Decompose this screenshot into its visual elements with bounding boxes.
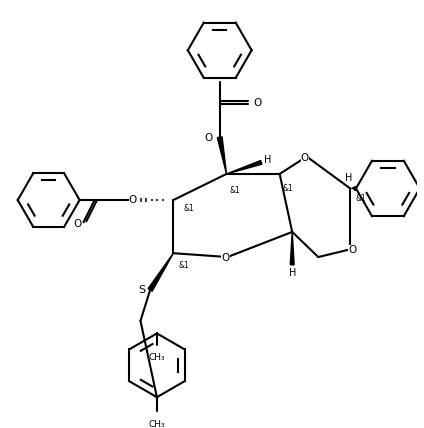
Text: &1: &1	[178, 261, 189, 270]
Text: &1: &1	[183, 204, 194, 213]
Text: O: O	[204, 133, 212, 143]
Polygon shape	[226, 160, 262, 174]
Text: &1: &1	[229, 186, 240, 195]
Text: S: S	[138, 285, 145, 295]
Text: H: H	[264, 155, 272, 165]
Text: O: O	[128, 195, 137, 205]
Polygon shape	[290, 232, 294, 265]
Text: O: O	[348, 245, 356, 255]
Polygon shape	[218, 137, 226, 174]
Text: &1: &1	[355, 194, 366, 203]
Text: H: H	[345, 173, 352, 183]
Text: O: O	[253, 98, 262, 108]
Text: O: O	[73, 219, 82, 229]
Text: CH₃: CH₃	[148, 353, 165, 362]
Text: &1: &1	[282, 184, 293, 193]
Text: O: O	[301, 152, 309, 163]
Text: H: H	[288, 268, 296, 277]
Polygon shape	[148, 253, 173, 291]
Text: O: O	[221, 253, 230, 263]
Text: CH₃: CH₃	[148, 420, 165, 428]
